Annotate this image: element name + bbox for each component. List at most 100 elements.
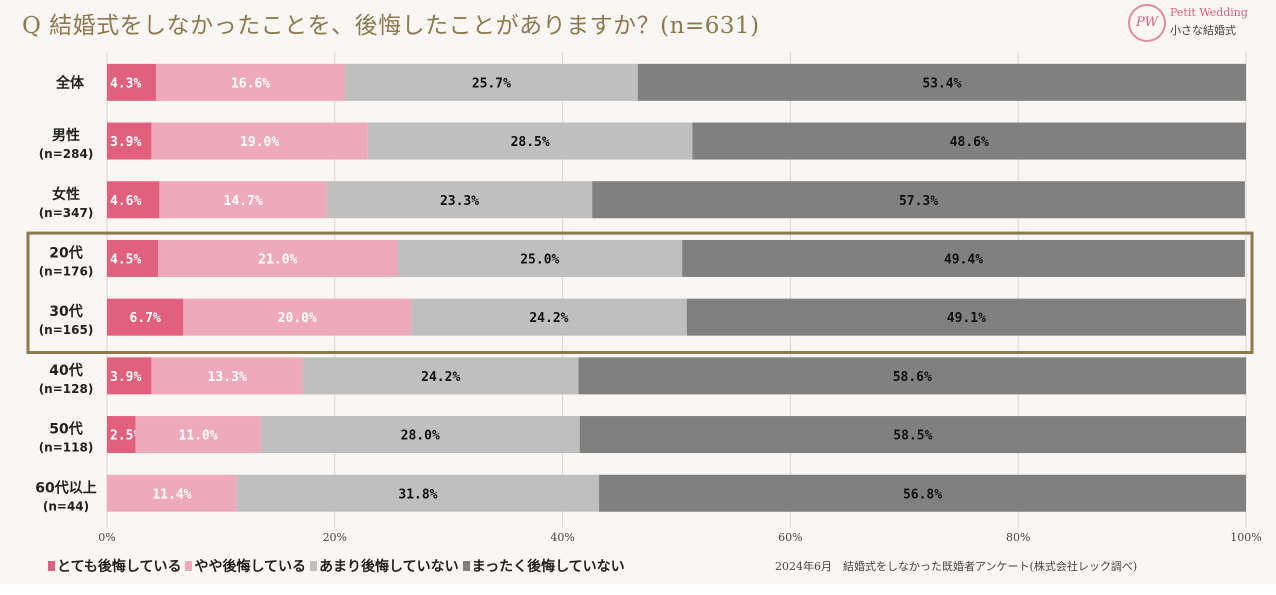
x-tick-label: 20% [323,531,347,544]
bar-segment [692,122,1246,160]
bar-segment [107,357,152,395]
bar-segment [411,298,687,336]
chart-title: Q 結婚式をしなかったことを、後悔したことがありますか？(n=631) [22,13,760,39]
data-label: 23.3% [440,194,479,209]
data-label: 28.0% [401,429,440,444]
legend-label: あまり後悔していない [319,559,459,575]
legend-label: まったく後悔していない [471,559,625,575]
category-n-label: (n=118) [39,441,94,455]
bar-segment [151,357,303,395]
data-label: 24.2% [421,370,460,385]
category-n-label: (n=165) [39,323,94,337]
category-label: 60代以上 [35,479,96,496]
legend-item: やや後悔している [185,556,306,576]
data-label: 3.9% [110,135,141,150]
data-label: 49.4% [944,252,983,267]
bar-segment [236,474,600,512]
highlight-box [26,231,1254,355]
data-label: 57.3% [899,194,938,209]
bar-segment [326,181,593,219]
data-label: 58.5% [893,429,932,444]
data-label: 3.9% [110,370,141,385]
bar-segment [155,63,346,101]
bar-segment [159,181,327,219]
data-label: 53.4% [922,76,961,91]
legend-item: とても後悔している [48,556,181,576]
bar-segment [345,63,638,101]
x-tick-label: 100% [1230,531,1261,544]
legend-label: とても後悔している [57,559,182,575]
bar-segment [107,181,160,219]
bar-segment [579,416,1246,454]
bar-segment [599,474,1246,512]
legend-swatch [462,561,470,571]
data-label: 31.8% [398,487,437,502]
data-label: 14.7% [224,194,263,209]
bar-segment [158,239,398,277]
data-label: 19.0% [240,135,279,150]
data-label: 2.5% [110,429,141,444]
category-n-label: (n=347) [39,206,94,220]
bar-segment [592,181,1245,219]
data-label: 13.3% [208,370,247,385]
legend-swatch [310,561,318,571]
data-label: 21.0% [258,252,297,267]
category-label: 女性 [52,186,80,203]
data-label: 56.8% [903,487,942,502]
x-tick-label: 40% [550,531,574,544]
x-tick-label: 0% [98,531,115,544]
bar-segment [367,122,693,160]
bar-segment [107,239,159,277]
category-label: 男性 [52,127,80,144]
bar-segment [107,474,237,512]
data-label: 16.6% [231,76,270,91]
category-label: 20代 [49,244,82,261]
legend-item: あまり後悔していない [310,556,459,576]
data-label: 11.0% [179,429,218,444]
bar-segment [397,239,683,277]
bar-segment [682,239,1245,277]
category-label: 50代 [49,421,82,438]
data-label: 20.0% [278,311,317,326]
data-label: 49.1% [947,311,986,326]
category-n-label: (n=284) [39,147,94,161]
legend-swatch [185,561,193,571]
bar-segment [302,357,579,395]
bar-segment [107,416,136,454]
data-label: 4.5% [110,252,141,267]
bar-segment [107,122,152,160]
bar-segment [107,63,156,101]
logo-line1: Petit Wedding [1170,6,1248,19]
bar-segment [151,122,368,160]
data-label: 58.6% [893,370,932,385]
source-note: 2024年6月 結婚式をしなかった既婚者アンケート(株式会社レック調べ) [775,560,1138,573]
petit-wedding-logo: PW Petit Wedding 小さな結婚式 [1128,4,1268,44]
bar-segment [135,416,261,454]
category-n-label: (n=44) [43,499,89,513]
legend-label: やや後悔している [194,559,307,575]
logo-line2: 小さな結婚式 [1170,24,1236,37]
data-label: 25.0% [520,252,559,267]
category-n-label: (n=176) [39,264,94,278]
data-label: 6.7% [130,311,161,326]
x-tick-label: 80% [1006,531,1030,544]
data-label: 24.2% [529,311,568,326]
data-label: 48.6% [950,135,989,150]
data-label: 28.5% [511,135,550,150]
bar-segment [260,416,580,454]
legend-swatch [48,561,55,571]
x-tick-label: 60% [778,531,802,544]
legend: とても後悔している やや後悔している あまり後悔していない まったく後悔していない [48,556,629,576]
logo-mark-icon: PW [1128,4,1166,42]
bar-segment [183,298,412,336]
category-label: 40代 [49,362,82,379]
category-label: 30代 [49,303,82,320]
legend-item: まったく後悔していない [462,556,625,576]
bar-segment [686,298,1246,336]
data-label: 4.6% [110,194,141,209]
category-n-label: (n=128) [39,382,94,396]
category-label: 全体 [55,74,85,91]
bar-segment [107,298,184,336]
bar-segment [637,63,1246,101]
